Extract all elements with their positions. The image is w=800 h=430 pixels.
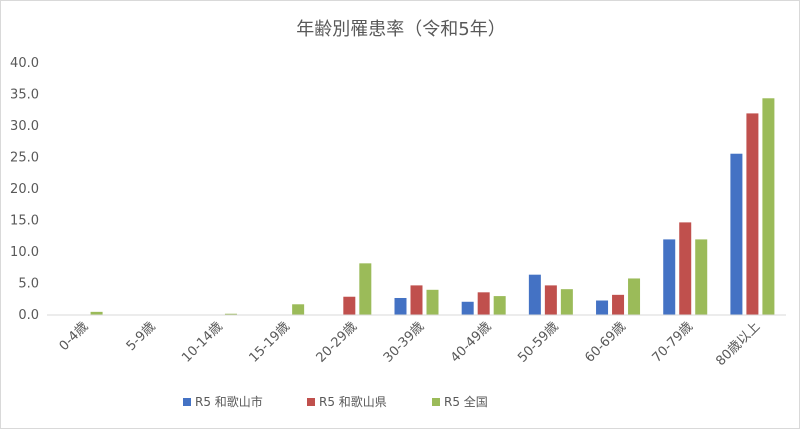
x-tick-label: 0-4歳 <box>57 319 92 354</box>
bar <box>394 297 407 315</box>
legend-label: R5 全国 <box>444 394 488 409</box>
x-tick-label: 5-9歳 <box>124 319 159 354</box>
y-tick-label: 30.0 <box>10 119 39 134</box>
x-tick-label: 30-39歳 <box>381 319 428 366</box>
bar <box>746 113 759 316</box>
bar <box>292 304 305 315</box>
legend: R5 和歌山市 R5 和歌山県 R5 全国 <box>183 394 488 409</box>
y-tick-label: 40.0 <box>10 56 39 71</box>
bars <box>90 98 775 316</box>
bar <box>679 222 692 315</box>
x-tick-label: 50-59歳 <box>515 319 562 366</box>
x-tick-label: 70-79歳 <box>650 319 697 366</box>
bar <box>596 300 609 315</box>
legend-swatch <box>307 398 315 406</box>
y-tick-label: 20.0 <box>10 182 39 197</box>
bar <box>695 239 708 315</box>
y-axis: 0.0 5.0 10.0 15.0 20.0 25.0 30.0 35.0 40.0 <box>10 56 39 323</box>
legend-swatch <box>183 398 191 406</box>
x-tick-label: 10-14歳 <box>179 319 226 366</box>
bar <box>628 278 641 315</box>
bar <box>663 239 676 315</box>
bar <box>762 98 775 315</box>
bar <box>359 263 372 315</box>
bar <box>426 289 439 315</box>
bar <box>410 285 423 315</box>
bar <box>90 311 103 315</box>
x-tick-label: 40-49歳 <box>448 319 495 366</box>
bar <box>343 296 356 315</box>
bar <box>461 301 474 315</box>
x-tick-label: 60-69歳 <box>582 319 629 366</box>
bar <box>528 274 541 315</box>
y-tick-label: 10.0 <box>10 245 39 260</box>
bar <box>730 153 743 315</box>
x-tick-label: 80歳以上 <box>713 319 763 369</box>
bar <box>544 285 557 315</box>
bar <box>560 289 573 315</box>
x-tick-label: 15-19歳 <box>246 319 293 366</box>
y-tick-label: 0.0 <box>18 308 39 323</box>
bar <box>224 313 237 315</box>
bar <box>493 296 506 315</box>
y-tick-label: 15.0 <box>10 214 39 229</box>
legend-swatch <box>432 398 440 406</box>
y-tick-label: 25.0 <box>10 151 39 166</box>
x-axis: 0-4歳 5-9歳 10-14歳 15-19歳 20-29歳 30-39歳 40-49歳 50… <box>47 314 786 369</box>
legend-label: R5 和歌山県 <box>319 394 387 409</box>
y-tick-label: 5.0 <box>18 277 39 292</box>
bar <box>612 294 625 315</box>
x-tick-label: 20-29歳 <box>314 319 361 366</box>
y-tick-label: 35.0 <box>10 88 39 103</box>
bar <box>477 292 490 315</box>
legend-label: R5 和歌山市 <box>195 394 263 409</box>
chart-title: 年齢別罹患率（令和5年） <box>296 19 505 40</box>
